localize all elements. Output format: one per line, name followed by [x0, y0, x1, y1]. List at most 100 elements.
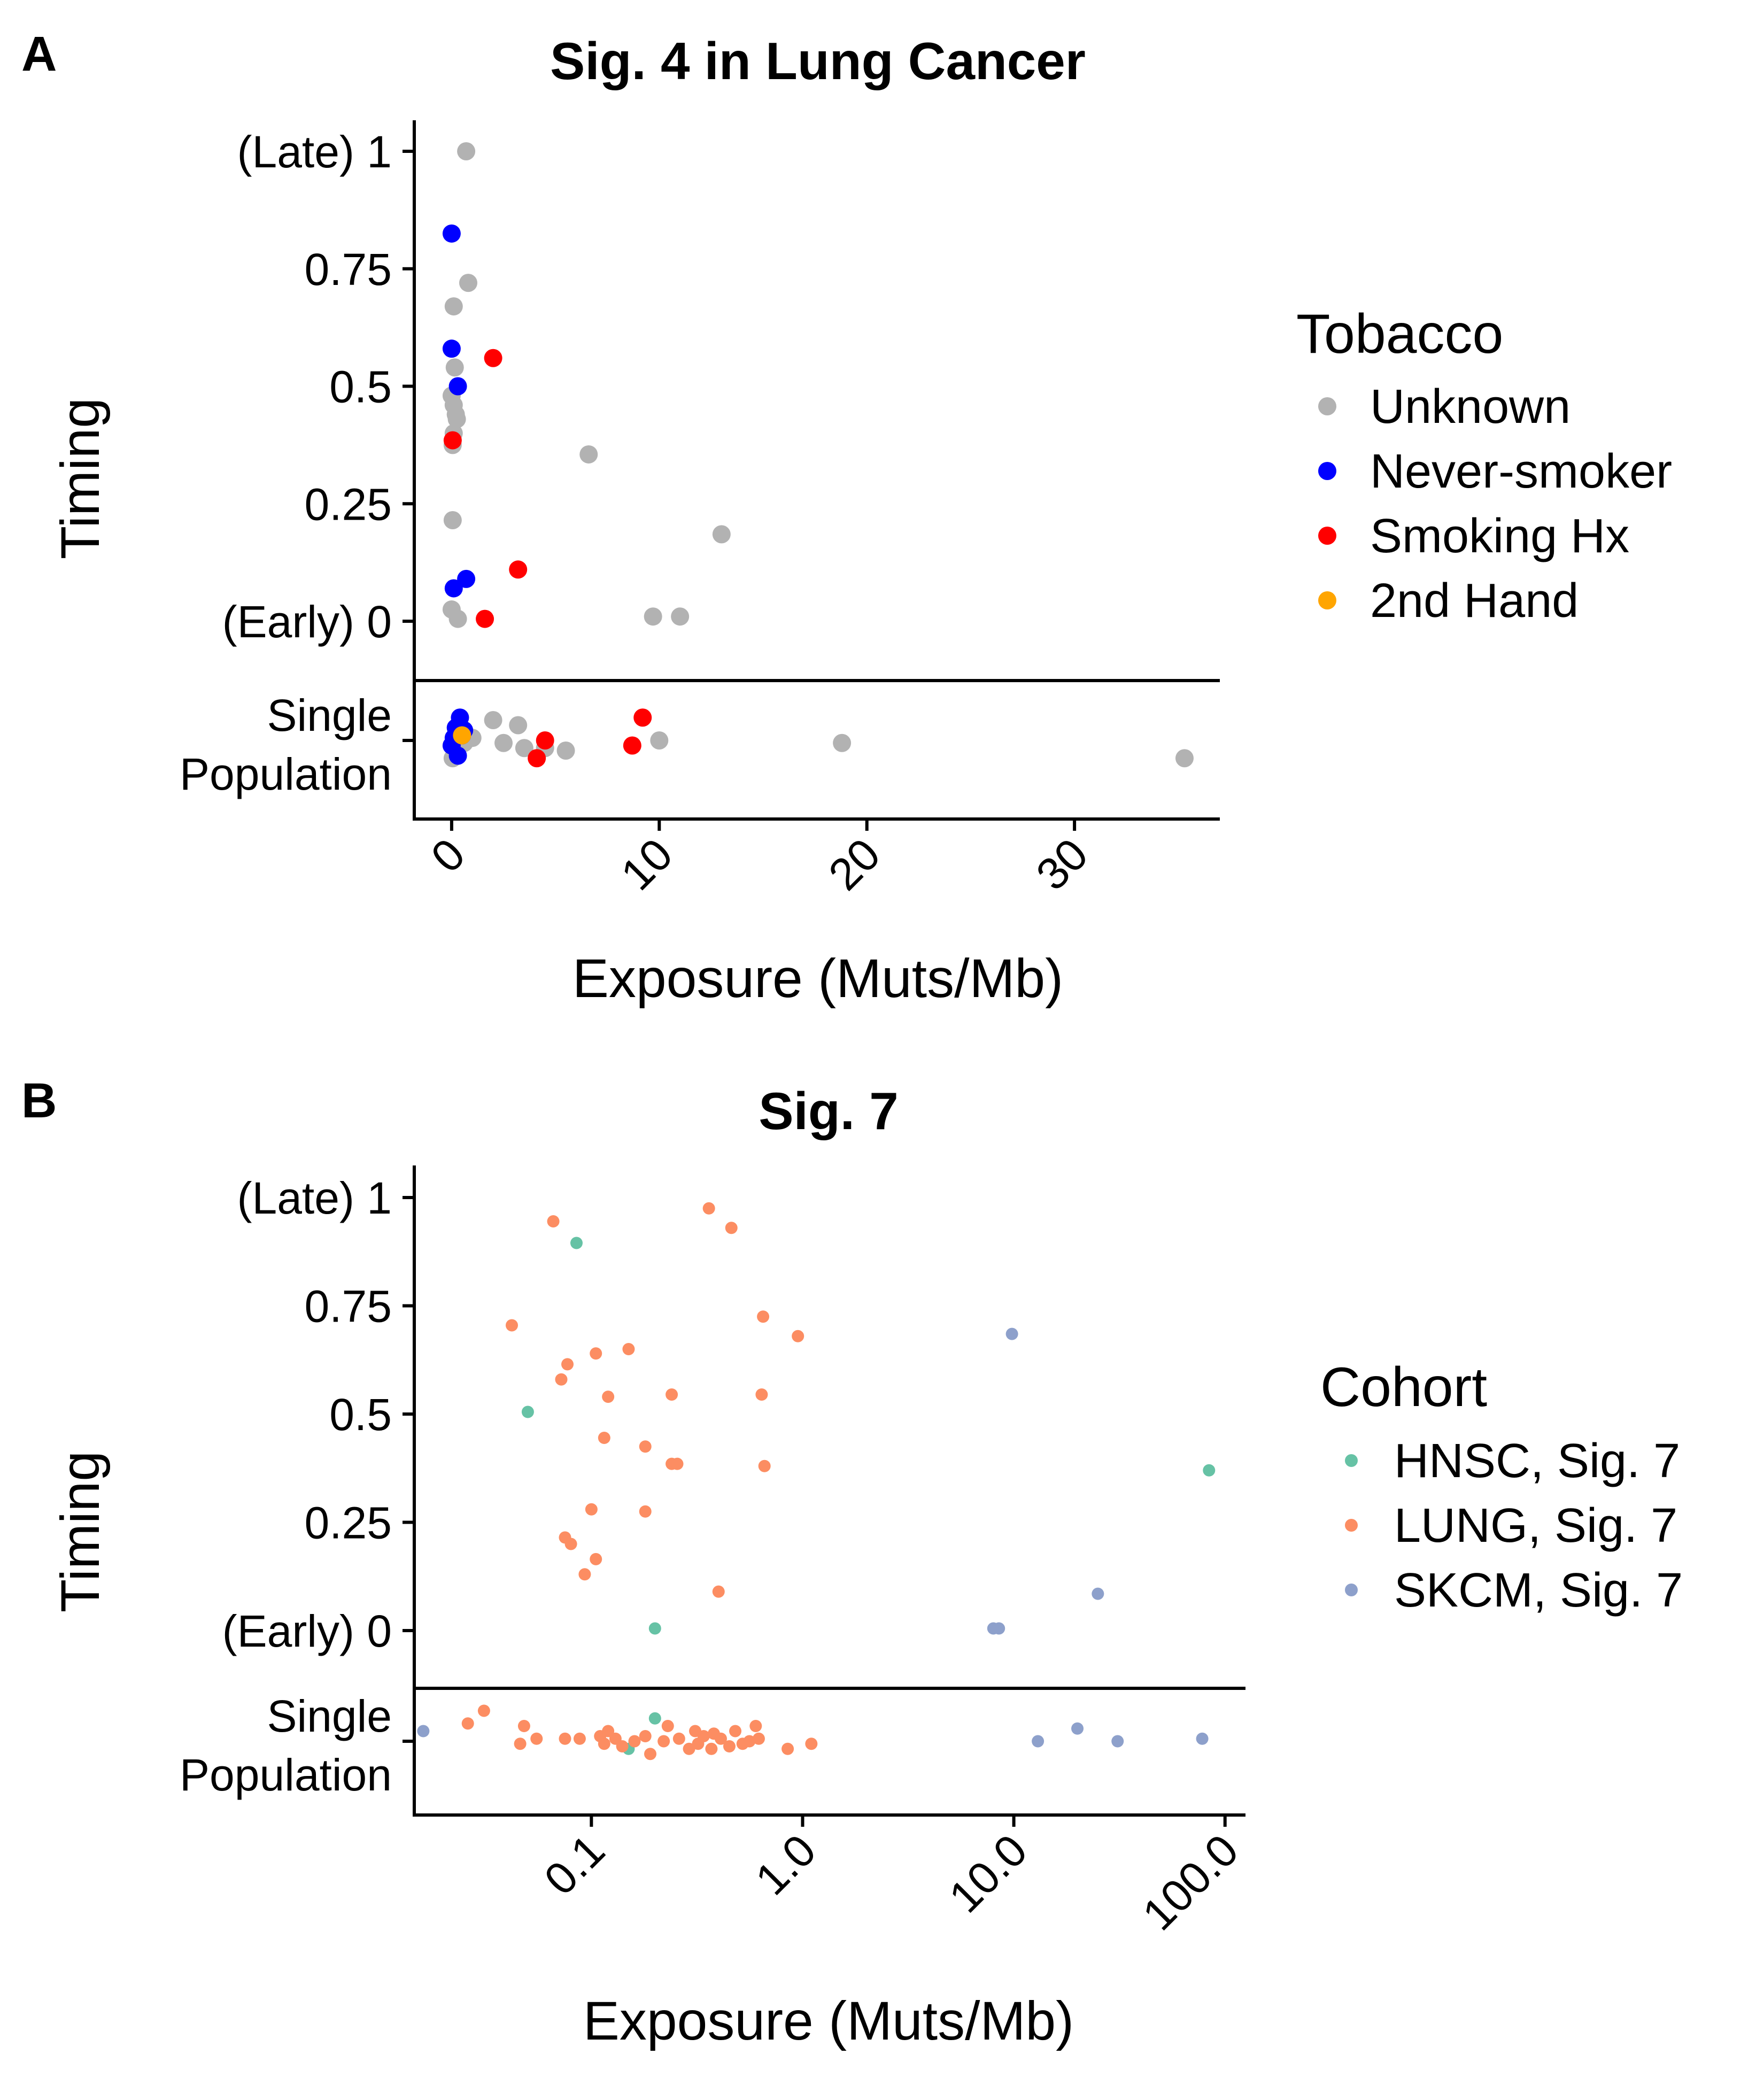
point-smoking-hx: [443, 431, 462, 450]
single-point-lung-sig-7: [644, 1748, 656, 1760]
legend-key-hnsc-sig-7: [1345, 1454, 1358, 1467]
point-hnsc-sig-7: [648, 1622, 661, 1635]
legend-title-a: Tobacco: [1296, 303, 1503, 365]
legend-key-skcm-sig-7: [1345, 1584, 1358, 1596]
point-lung-sig-7: [622, 1343, 635, 1355]
single-point-lung-sig-7: [517, 1720, 530, 1732]
single-point-smoking-hx: [623, 736, 641, 755]
point-lung-sig-7: [564, 1538, 577, 1550]
single-population-label: Population: [180, 1750, 392, 1800]
point-unknown: [443, 511, 462, 530]
single-point-lung-sig-7: [743, 1735, 756, 1748]
point-lung-sig-7: [725, 1222, 738, 1234]
x-axis-title-b: Exposure (Muts/Mb): [583, 1990, 1074, 2051]
single-point-never-smoker: [448, 746, 467, 765]
point-unknown: [644, 607, 662, 626]
single-point-lung-sig-7: [530, 1732, 543, 1745]
point-smoking-hx: [484, 349, 502, 367]
single-point-unknown: [556, 742, 575, 760]
plot-b: (Early) 0 0.25 0.5 0.75 (Late) 1 Single Popula…: [180, 1165, 1248, 1940]
single-point-unknown: [515, 739, 533, 758]
y-axis-title-a: Timing: [50, 398, 111, 559]
point-lung-sig-7: [578, 1568, 591, 1581]
point-never-smoker: [448, 377, 467, 396]
single-point-lung-sig-7: [672, 1732, 685, 1745]
single-point-lung-sig-7: [782, 1742, 794, 1755]
point-lung-sig-7: [639, 1440, 652, 1453]
legend-title-b: Cohort: [1320, 1356, 1487, 1418]
single-point-lung-sig-7: [598, 1738, 610, 1750]
point-unknown: [579, 445, 598, 464]
point-smoking-hx: [509, 560, 528, 579]
single-point-lung-sig-7: [683, 1742, 695, 1755]
legend-key-smoking-hx: [1318, 527, 1336, 545]
y-tick-label: (Late) 1: [237, 127, 392, 177]
point-unknown: [445, 358, 464, 377]
single-point-unknown: [494, 733, 513, 752]
point-lung-sig-7: [757, 1310, 770, 1323]
single-point-hnsc-sig-7: [648, 1712, 661, 1725]
y-tick-label: 0.5: [329, 362, 392, 412]
point-skcm-sig-7: [993, 1622, 1005, 1635]
point-lung-sig-7: [555, 1373, 568, 1386]
single-point-lung-sig-7: [559, 1732, 571, 1745]
single-point-2nd-hand: [453, 726, 471, 745]
point-lung-sig-7: [602, 1391, 615, 1403]
point-never-smoker: [442, 339, 461, 358]
single-point-unknown: [484, 711, 502, 729]
legend-key-lung-sig-7: [1345, 1519, 1358, 1532]
point-hnsc-sig-7: [521, 1406, 534, 1418]
point-skcm-sig-7: [1005, 1327, 1018, 1340]
chart-title-b: Sig. 7: [759, 1082, 898, 1140]
single-point-lung-sig-7: [723, 1740, 736, 1752]
single-point-unknown: [1175, 749, 1194, 768]
single-point-smoking-hx: [536, 731, 554, 750]
plot-a: (Early) 0 0.25 0.5 0.75 (Late) 1 Single Popula…: [180, 120, 1220, 900]
legend-key-unknown: [1318, 397, 1336, 415]
legend-key-2nd-hand: [1318, 591, 1336, 609]
legend-label-skcm-sig-7: SKCM, Sig. 7: [1394, 1564, 1683, 1617]
single-point-lung-sig-7: [477, 1704, 490, 1717]
single-point-skcm-sig-7: [1111, 1735, 1124, 1748]
x-tick-label: 10: [612, 829, 683, 900]
point-hnsc-sig-7: [1203, 1464, 1216, 1477]
single-point-lung-sig-7: [461, 1717, 474, 1730]
single-point-skcm-sig-7: [1196, 1732, 1209, 1745]
point-skcm-sig-7: [1092, 1587, 1104, 1600]
point-lung-sig-7: [758, 1460, 771, 1472]
point-never-smoker: [457, 569, 476, 588]
point-lung-sig-7: [755, 1388, 768, 1401]
y-axis-title-b: Timing: [50, 1451, 111, 1612]
panel-label-b: B: [21, 1074, 57, 1128]
x-tick-label: 0.1: [535, 1825, 614, 1904]
point-never-smoker: [442, 224, 461, 243]
legend-label-hnsc-sig-7: HNSC, Sig. 7: [1394, 1434, 1680, 1488]
single-point-lung-sig-7: [661, 1720, 674, 1732]
point-lung-sig-7: [590, 1347, 602, 1360]
legend-label-unknown: Unknown: [1370, 380, 1570, 434]
single-point-lung-sig-7: [749, 1720, 762, 1732]
point-smoking-hx: [476, 609, 494, 628]
point-lung-sig-7: [792, 1330, 804, 1342]
y-tick-label: 0.25: [305, 1498, 392, 1548]
panel-label-a: A: [21, 27, 57, 81]
single-point-unknown: [509, 716, 528, 735]
single-point-smoking-hx: [528, 749, 546, 768]
single-point-lung-sig-7: [657, 1735, 670, 1748]
single-point-skcm-sig-7: [1071, 1722, 1084, 1735]
point-lung-sig-7: [547, 1215, 560, 1228]
x-tick-label: 100.0: [1133, 1825, 1248, 1940]
single-point-lung-sig-7: [805, 1738, 818, 1750]
single-point-unknown: [650, 731, 669, 750]
single-point-lung-sig-7: [639, 1730, 652, 1742]
single-point-lung-sig-7: [714, 1732, 727, 1745]
legend-label-never-smoker: Never-smoker: [1370, 445, 1672, 498]
point-lung-sig-7: [561, 1358, 574, 1371]
single-point-lung-sig-7: [514, 1738, 527, 1750]
point-unknown: [457, 142, 476, 160]
single-population-label: Single: [267, 1691, 392, 1741]
x-tick-label: 1.0: [746, 1825, 825, 1904]
legend-a: Tobacco Unknown Never-smoker Smoking Hx 2nd…: [1296, 303, 1672, 628]
point-unknown: [712, 525, 731, 544]
x-tick-label: 30: [1026, 829, 1097, 900]
